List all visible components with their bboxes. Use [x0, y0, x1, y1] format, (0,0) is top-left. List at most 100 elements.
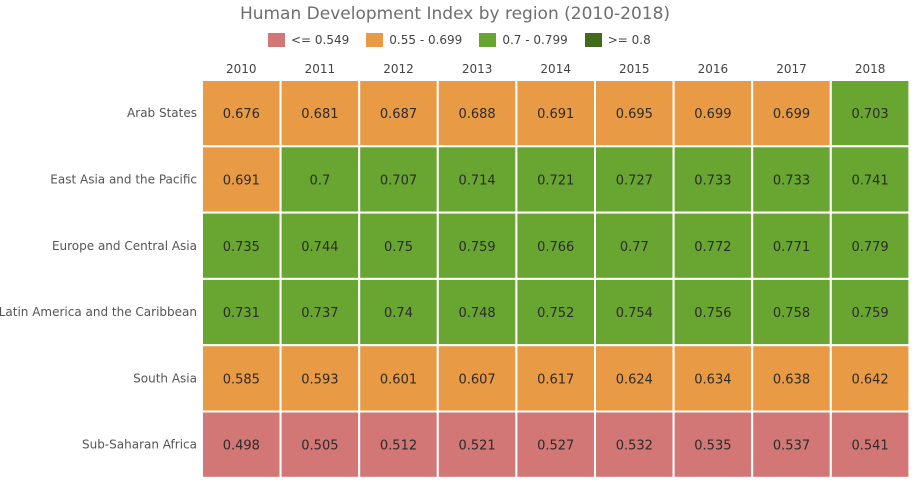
y-tick-label-arab-states: Arab States [127, 106, 197, 120]
cell-value-label: 0.7 [310, 173, 331, 188]
legend-item-high[interactable]: 0.7 - 0.799 [479, 33, 568, 47]
heatmap-cell[interactable] [594, 410, 675, 479]
heatmap-cell[interactable] [751, 410, 832, 479]
cell-value-label: 0.721 [537, 173, 574, 188]
heatmap-cell[interactable] [672, 410, 754, 479]
cell-value-label: 0.744 [301, 240, 338, 255]
heatmap-cell[interactable] [279, 344, 361, 413]
x-tick-label-2016: 2016 [698, 62, 729, 76]
cell-value-label: 0.634 [694, 372, 731, 387]
chart-title: Human Development Index by region (2010-… [239, 4, 671, 24]
cell-value-label: 0.74 [384, 306, 413, 321]
heatmap-cell[interactable] [594, 277, 675, 347]
legend-label-high: 0.7 - 0.799 [502, 33, 568, 47]
cell-value-label: 0.638 [773, 372, 810, 387]
cell-value-label: 0.759 [851, 306, 888, 321]
cell-value-label: 0.754 [616, 306, 653, 321]
x-tick-label-2011: 2011 [305, 62, 336, 76]
heatmap-cell[interactable] [515, 145, 597, 214]
heatmap-cell[interactable] [201, 79, 282, 148]
heatmap-cell[interactable] [829, 211, 911, 280]
x-tick-label-2018: 2018 [855, 62, 886, 76]
x-tick-label-2013: 2013 [462, 62, 493, 76]
cell-value-label: 0.735 [223, 240, 260, 255]
cell-value-label: 0.752 [537, 306, 574, 321]
legend-item-very-high[interactable]: >= 0.8 [584, 33, 651, 47]
cell-value-label: 0.681 [301, 107, 338, 122]
cell-value-label: 0.617 [537, 372, 574, 387]
cell-value-label: 0.687 [380, 107, 417, 122]
cell-value-label: 0.772 [694, 240, 731, 255]
y-tick-label-europe-and-central-asia: Europe and Central Asia [52, 239, 197, 253]
cell-value-label: 0.771 [773, 240, 810, 255]
x-tick-label-2014: 2014 [540, 62, 571, 76]
legend-swatch-very-high [584, 33, 602, 47]
heatmap-cell[interactable] [594, 211, 675, 280]
legend-item-medium[interactable]: 0.55 - 0.699 [366, 33, 462, 47]
heatmap-cell[interactable] [751, 145, 832, 214]
heatmap-cell[interactable] [829, 410, 911, 479]
cell-value-label: 0.77 [620, 240, 649, 255]
cell-value-label: 0.601 [380, 372, 417, 387]
cell-value-label: 0.759 [458, 240, 495, 255]
heatmap-cell[interactable] [201, 344, 282, 413]
x-tick-label-2010: 2010 [226, 62, 257, 76]
heatmap-cell[interactable] [358, 145, 439, 214]
legend-label-medium: 0.55 - 0.699 [389, 33, 463, 47]
x-tick-label-2017: 2017 [776, 62, 807, 76]
cell-value-label: 0.731 [223, 306, 260, 321]
cell-value-label: 0.688 [458, 107, 495, 122]
heatmap-cell[interactable] [672, 344, 754, 413]
cell-value-label: 0.521 [458, 439, 495, 454]
x-tick-label-2015: 2015 [619, 62, 650, 76]
cell-value-label: 0.733 [694, 173, 731, 188]
cell-value-label: 0.75 [384, 240, 413, 255]
heatmap-cell[interactable] [201, 277, 282, 347]
heatmap-cell[interactable] [201, 211, 282, 280]
heatmap-cell[interactable] [829, 79, 911, 148]
legend: <= 0.549 0.55 - 0.699 0.7 - 0.799 >= 0.8 [268, 31, 668, 49]
y-tick-label-latin-america-and-the-caribbean: Latin America and the Caribbean [0, 305, 197, 319]
cell-value-label: 0.695 [616, 107, 653, 122]
x-tick-label-2012: 2012 [383, 62, 414, 76]
cell-value-label: 0.532 [616, 439, 653, 454]
heatmap-cell[interactable] [829, 344, 911, 413]
cell-value-label: 0.699 [694, 107, 731, 122]
cell-value-label: 0.624 [616, 372, 653, 387]
legend-item-low[interactable]: <= 0.549 [268, 33, 349, 47]
cell-value-label: 0.779 [851, 240, 888, 255]
heatmap-cell[interactable] [358, 277, 439, 347]
cell-value-label: 0.756 [694, 306, 731, 321]
cell-value-label: 0.691 [537, 107, 574, 122]
cell-value-label: 0.607 [458, 372, 495, 387]
legend-label-low: <= 0.549 [291, 33, 350, 47]
heatmap-cell[interactable] [515, 211, 597, 280]
heatmap-cell[interactable] [751, 277, 832, 347]
heatmap-cell[interactable] [358, 79, 439, 148]
heatmap-cell[interactable] [279, 410, 361, 479]
heatmap-cell[interactable] [515, 344, 597, 413]
heatmap-cell[interactable] [436, 410, 518, 479]
heatmap-cell[interactable] [358, 211, 439, 280]
cell-value-label: 0.699 [773, 107, 810, 122]
y-tick-label-east-asia-and-the-pacific: East Asia and the Pacific [50, 172, 197, 186]
cell-value-label: 0.642 [851, 372, 888, 387]
cell-value-label: 0.676 [223, 107, 260, 122]
heatmap-cell[interactable] [515, 410, 597, 479]
heatmap-cell[interactable] [279, 211, 361, 280]
cell-value-label: 0.741 [851, 173, 888, 188]
cell-value-label: 0.585 [223, 372, 260, 387]
cell-value-label: 0.691 [223, 173, 260, 188]
cell-value-label: 0.707 [380, 173, 417, 188]
heatmap-cell[interactable] [436, 79, 518, 148]
cell-value-label: 0.733 [773, 173, 810, 188]
cell-value-label: 0.593 [301, 372, 338, 387]
cell-value-label: 0.541 [851, 439, 888, 454]
heatmap-cell[interactable] [279, 145, 361, 214]
legend-swatch-high [479, 33, 497, 47]
cell-value-label: 0.737 [301, 306, 338, 321]
legend-swatch-low [268, 33, 285, 47]
heatmap-cell[interactable] [829, 145, 911, 214]
heatmap-cell[interactable] [515, 277, 597, 347]
heatmap-cell[interactable] [751, 79, 832, 148]
